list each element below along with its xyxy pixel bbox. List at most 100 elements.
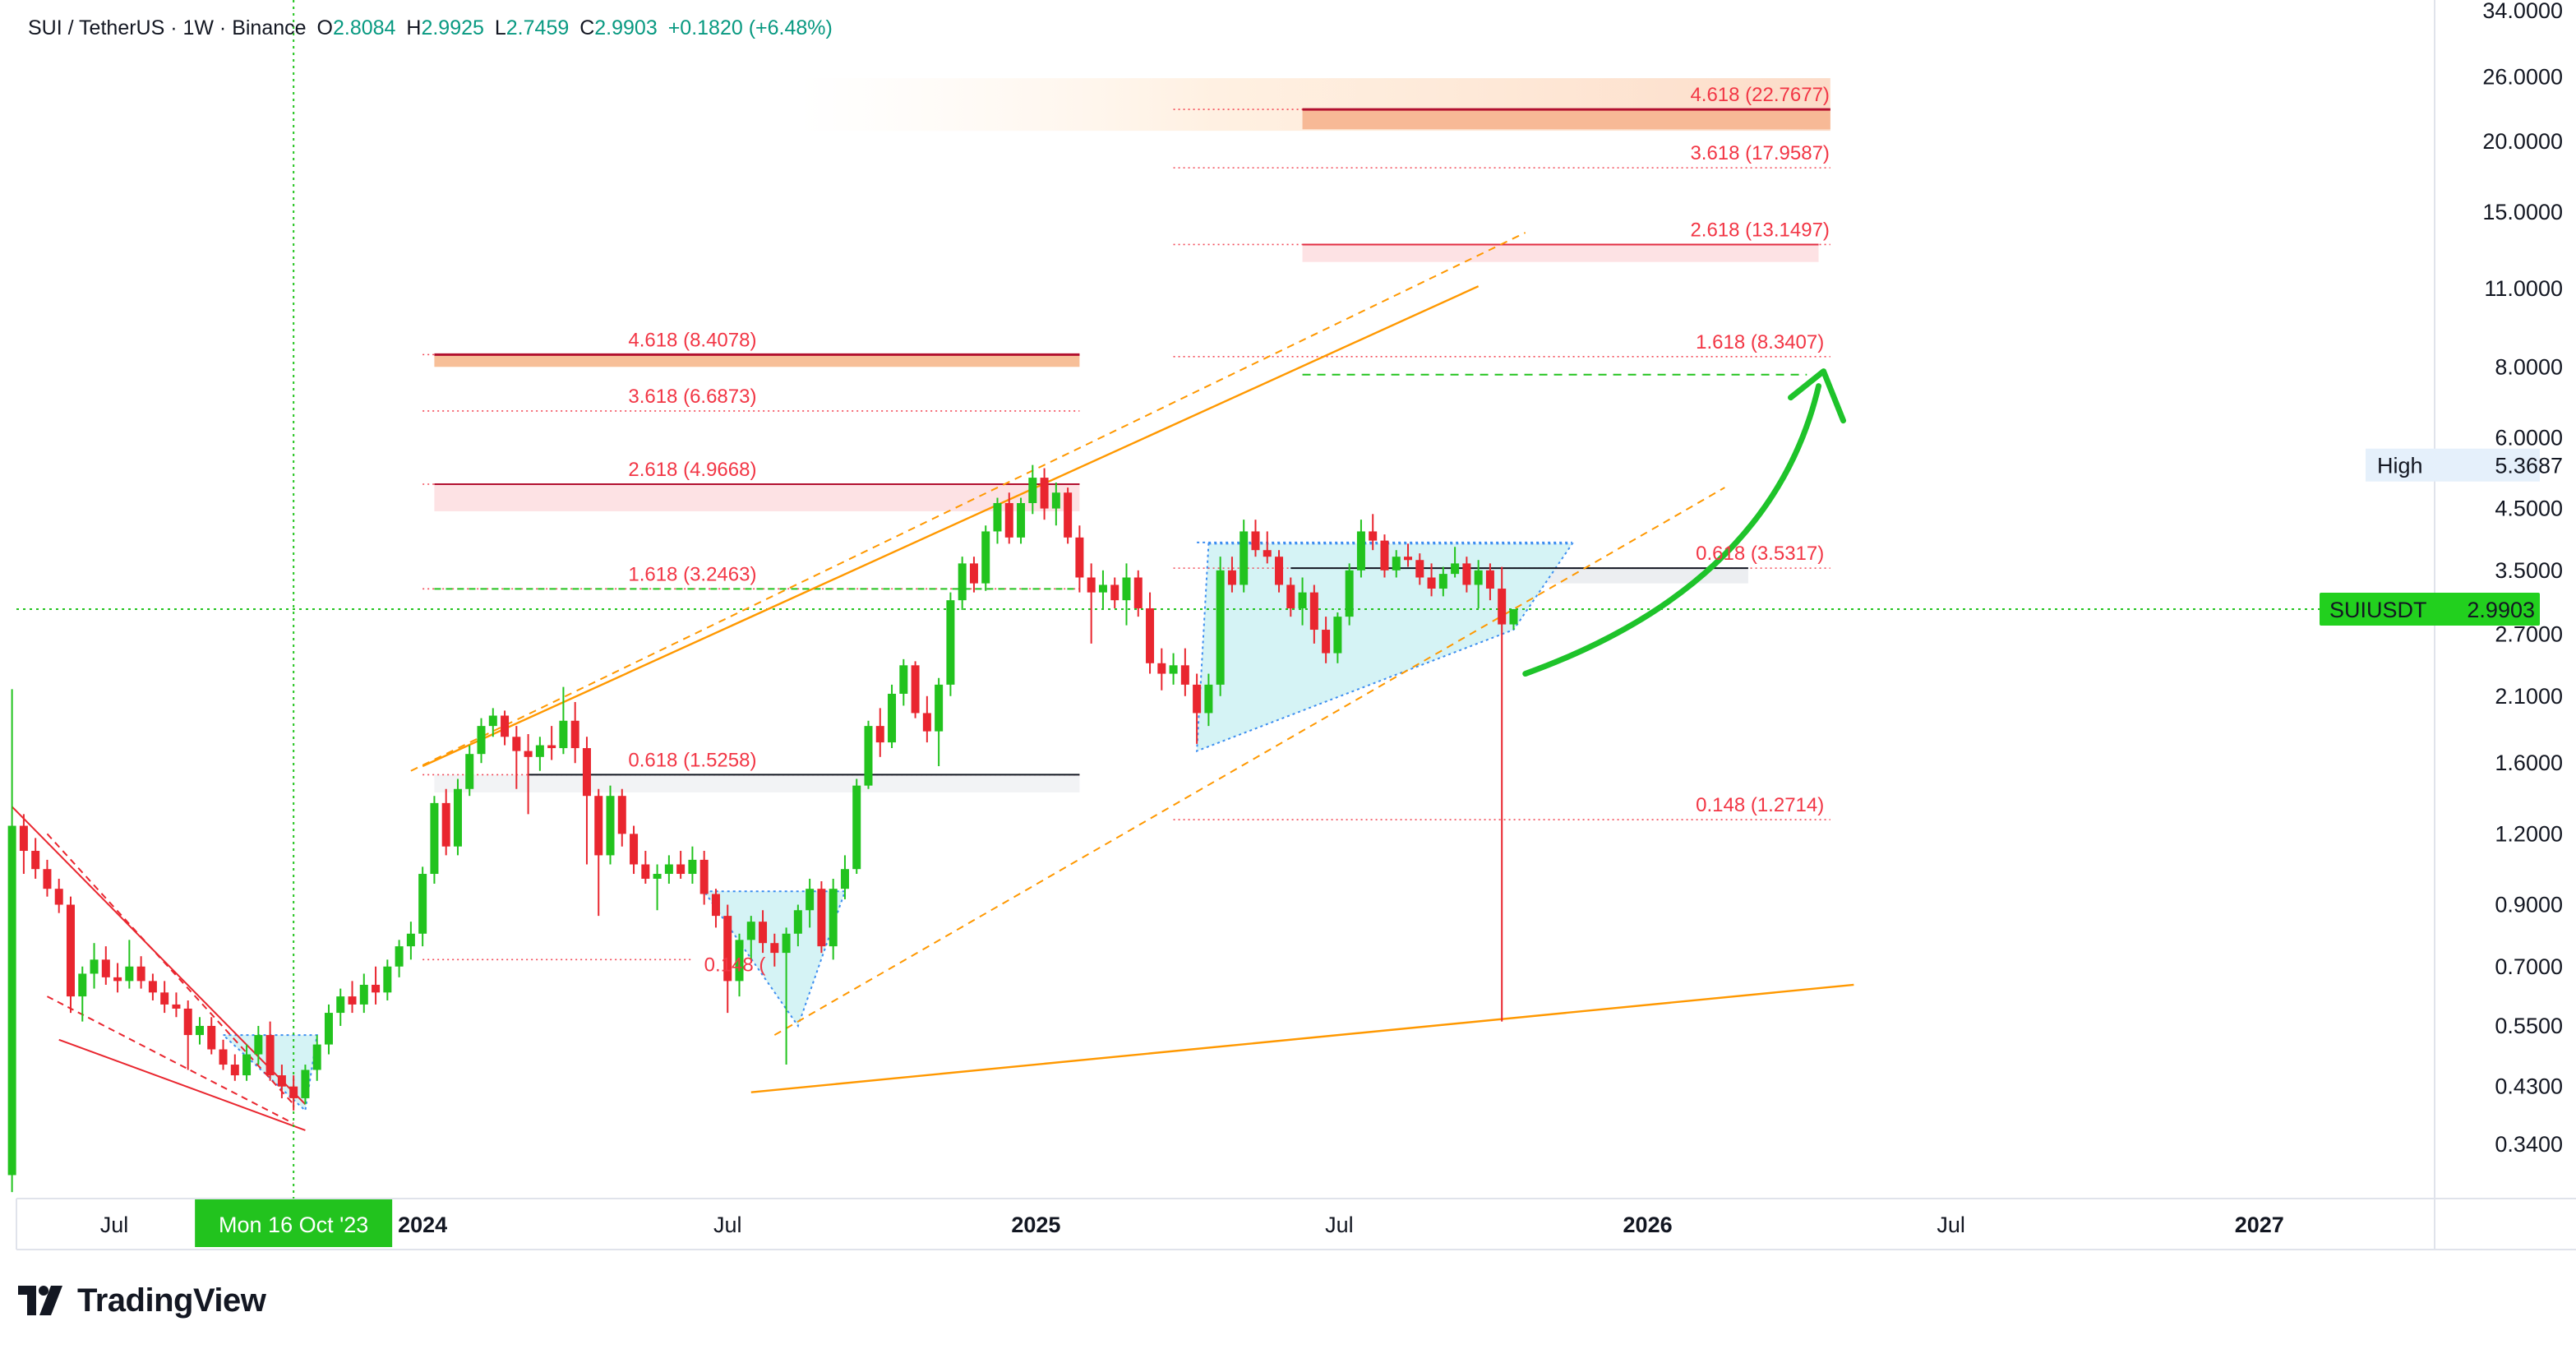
candle[interactable] — [688, 846, 697, 885]
candle[interactable] — [195, 1017, 204, 1045]
candle[interactable] — [172, 992, 181, 1018]
candle[interactable] — [78, 966, 87, 1022]
candle[interactable] — [958, 557, 967, 610]
candle[interactable] — [630, 825, 639, 875]
candle[interactable] — [418, 866, 427, 947]
candle[interactable] — [1157, 648, 1166, 691]
candle[interactable] — [242, 1044, 252, 1081]
candle[interactable] — [922, 695, 931, 743]
candle[interactable] — [372, 966, 381, 1005]
candle[interactable] — [1451, 547, 1460, 578]
candle[interactable] — [1251, 520, 1260, 557]
candle[interactable] — [230, 1054, 239, 1081]
candle[interactable] — [1110, 577, 1119, 608]
candle[interactable] — [653, 864, 662, 911]
candle[interactable] — [617, 788, 626, 847]
candle[interactable] — [1133, 570, 1143, 617]
candle[interactable] — [406, 922, 415, 960]
candle[interactable] — [43, 859, 52, 897]
candle[interactable] — [1438, 566, 1447, 597]
candle[interactable] — [1356, 520, 1365, 578]
candle[interactable] — [1216, 557, 1225, 696]
candle[interactable] — [54, 878, 63, 913]
candle[interactable] — [488, 708, 497, 737]
candle[interactable] — [160, 981, 169, 1014]
candle[interactable] — [829, 878, 838, 960]
candle[interactable] — [981, 525, 990, 591]
candle[interactable] — [899, 658, 908, 706]
candle[interactable] — [1298, 577, 1307, 626]
candle[interactable] — [348, 981, 357, 1014]
candle[interactable] — [582, 737, 591, 865]
candle[interactable] — [946, 592, 955, 696]
candle[interactable] — [606, 785, 615, 865]
candle[interactable] — [395, 940, 404, 977]
candle[interactable] — [1122, 563, 1131, 626]
candle[interactable] — [1474, 560, 1483, 608]
candle[interactable] — [1146, 592, 1155, 674]
candle[interactable] — [1017, 497, 1026, 544]
candle[interactable] — [864, 720, 873, 789]
candle[interactable] — [770, 933, 779, 967]
candle[interactable] — [1098, 570, 1107, 608]
candle[interactable] — [1369, 514, 1378, 551]
candle[interactable] — [501, 710, 510, 746]
candle[interactable] — [735, 933, 744, 997]
candle[interactable] — [1498, 566, 1507, 1022]
candle[interactable] — [1427, 563, 1436, 597]
candle[interactable] — [875, 708, 884, 757]
candle[interactable] — [1333, 612, 1342, 663]
candle[interactable] — [969, 557, 978, 593]
candle[interactable] — [1380, 534, 1389, 578]
candle[interactable] — [1204, 673, 1213, 727]
candle[interactable] — [699, 851, 709, 905]
candle[interactable] — [19, 814, 28, 875]
candle[interactable] — [570, 702, 579, 764]
candle[interactable] — [31, 838, 40, 879]
candle[interactable] — [1509, 608, 1518, 631]
candle[interactable] — [1040, 468, 1049, 520]
candle[interactable] — [840, 855, 849, 899]
candle[interactable] — [1180, 648, 1189, 696]
candle[interactable] — [888, 684, 897, 749]
candle[interactable] — [441, 788, 450, 856]
candle[interactable] — [1051, 483, 1060, 526]
candle[interactable] — [547, 726, 556, 760]
candle[interactable] — [1462, 557, 1471, 593]
candle[interactable] — [136, 956, 145, 989]
candle[interactable] — [148, 973, 157, 1000]
candle[interactable] — [383, 959, 392, 1000]
candle[interactable] — [512, 726, 521, 789]
candle[interactable] — [711, 889, 720, 928]
candle[interactable] — [453, 778, 462, 856]
candle[interactable] — [1263, 531, 1272, 564]
candle[interactable] — [359, 973, 368, 1014]
candle[interactable] — [1087, 563, 1096, 644]
candle[interactable] — [125, 940, 134, 989]
candle[interactable] — [1322, 617, 1331, 663]
candle[interactable] — [782, 927, 791, 1065]
candle[interactable] — [1193, 673, 1202, 744]
candle[interactable] — [90, 943, 99, 989]
candle[interactable] — [759, 910, 768, 954]
candle[interactable] — [1345, 563, 1354, 626]
candle[interactable] — [559, 686, 568, 755]
candle[interactable] — [1309, 584, 1318, 644]
candle[interactable] — [1227, 557, 1236, 593]
last-price-box[interactable] — [2320, 592, 2540, 626]
candle[interactable] — [1075, 525, 1084, 593]
candle[interactable] — [207, 1017, 216, 1055]
candle[interactable] — [465, 745, 474, 797]
candle[interactable] — [66, 896, 75, 1014]
candle[interactable] — [664, 855, 673, 885]
candle[interactable] — [183, 1000, 192, 1070]
candle[interactable] — [1275, 550, 1284, 593]
candle[interactable] — [852, 778, 861, 875]
candle[interactable] — [676, 851, 686, 879]
candle[interactable] — [1064, 487, 1073, 544]
symbol-title[interactable]: SUI / TetherUS · 1W · Binance — [28, 16, 307, 39]
candle[interactable] — [324, 1004, 333, 1055]
candle[interactable] — [1392, 550, 1401, 578]
candle[interactable] — [817, 880, 826, 954]
